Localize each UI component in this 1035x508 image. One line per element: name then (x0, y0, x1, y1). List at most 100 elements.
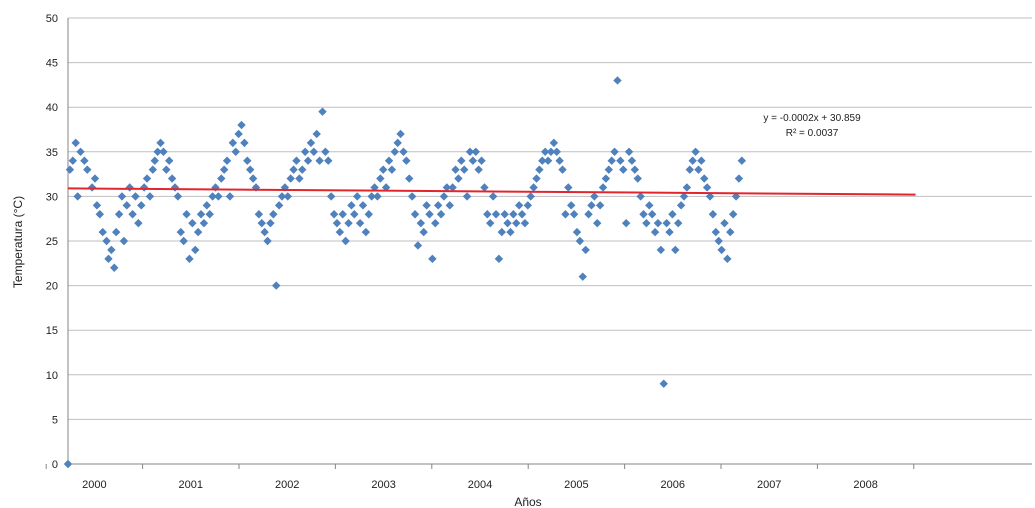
data-point (399, 147, 408, 156)
data-point (532, 174, 541, 183)
data-point (159, 147, 168, 156)
data-point (119, 236, 129, 246)
y-tick-label: 45 (46, 58, 58, 70)
data-point (332, 218, 342, 228)
data-point (289, 165, 298, 174)
data-point (555, 156, 564, 165)
y-tick-label: 50 (46, 13, 58, 25)
data-point (561, 210, 570, 219)
data-point (584, 210, 593, 219)
data-point (199, 218, 209, 228)
data-point (494, 254, 504, 264)
data-point (569, 210, 579, 219)
data-point (73, 192, 82, 201)
y-tick-label: 15 (46, 325, 58, 337)
data-point (448, 183, 457, 192)
data-point (80, 156, 89, 165)
data-point (387, 165, 397, 174)
y-tick-labels: 0 5 10 15 20 25 30 35 40 45 50 (46, 13, 58, 471)
x-tick-label: 2006 (661, 479, 685, 491)
data-point (350, 210, 359, 219)
x-tick-label: 2000 (82, 479, 106, 491)
data-point (137, 201, 146, 210)
data-point (540, 147, 550, 156)
data-point (315, 156, 324, 165)
data-point (364, 210, 373, 219)
data-point (272, 281, 281, 290)
data-point (122, 201, 132, 210)
data-point (162, 165, 171, 174)
data-point (471, 147, 480, 156)
data-point (381, 183, 391, 192)
data-point (419, 227, 428, 237)
data-point (167, 174, 177, 183)
data-point (269, 210, 278, 219)
axes (67, 18, 1032, 465)
data-point (312, 129, 321, 139)
data-point (564, 183, 573, 192)
data-point (396, 129, 405, 139)
data-point (176, 227, 185, 237)
data-point (428, 254, 437, 264)
data-point (598, 183, 608, 192)
data-point (295, 174, 304, 183)
x-axis-title: Años (514, 495, 541, 508)
data-point (321, 147, 330, 156)
data-point (535, 165, 544, 174)
data-point (451, 165, 460, 174)
data-point (283, 192, 292, 201)
data-point (92, 201, 102, 210)
data-point (587, 201, 596, 210)
data-point (358, 201, 368, 210)
data-point (413, 241, 423, 250)
data-point (549, 138, 559, 148)
data-point (145, 192, 155, 201)
data-point (656, 245, 666, 255)
data-point (134, 218, 143, 228)
data-point (621, 218, 631, 228)
data-point (613, 76, 622, 85)
data-point (68, 156, 78, 165)
data-point (639, 210, 648, 219)
data-point (714, 236, 723, 246)
y-tick-label: 0 (52, 459, 58, 471)
data-point (367, 192, 376, 201)
data-point (150, 156, 159, 165)
data-point (344, 218, 353, 228)
data-point (114, 210, 124, 219)
data-point (460, 165, 469, 174)
data-point (627, 156, 637, 165)
data-point (491, 210, 501, 219)
data-point (243, 156, 252, 165)
data-point (705, 192, 715, 201)
data-point (711, 227, 721, 237)
data-point (309, 147, 319, 156)
data-point (90, 174, 100, 183)
data-point (567, 201, 576, 210)
data-point (338, 210, 347, 219)
data-point (700, 174, 709, 183)
data-point (702, 183, 712, 192)
data-point (642, 218, 651, 228)
data-point (355, 218, 365, 228)
data-point (165, 156, 174, 165)
data-point (517, 210, 527, 219)
data-point (257, 218, 266, 228)
data-point (720, 218, 729, 228)
data-point (442, 183, 452, 192)
data-point (63, 459, 73, 469)
y-tick-label: 5 (52, 414, 58, 426)
data-point (240, 138, 249, 148)
data-point (306, 138, 316, 148)
data-point (179, 236, 188, 246)
data-point (726, 227, 735, 237)
data-point (645, 201, 654, 210)
data-point (231, 147, 240, 156)
data-point (653, 218, 663, 228)
data-point (298, 165, 307, 174)
trend-r-squared: R² = 0.0037 (786, 128, 839, 139)
data-point (361, 227, 371, 237)
y-tick-label: 25 (46, 236, 58, 248)
y-tick-label: 10 (46, 370, 58, 382)
data-point (607, 156, 616, 165)
